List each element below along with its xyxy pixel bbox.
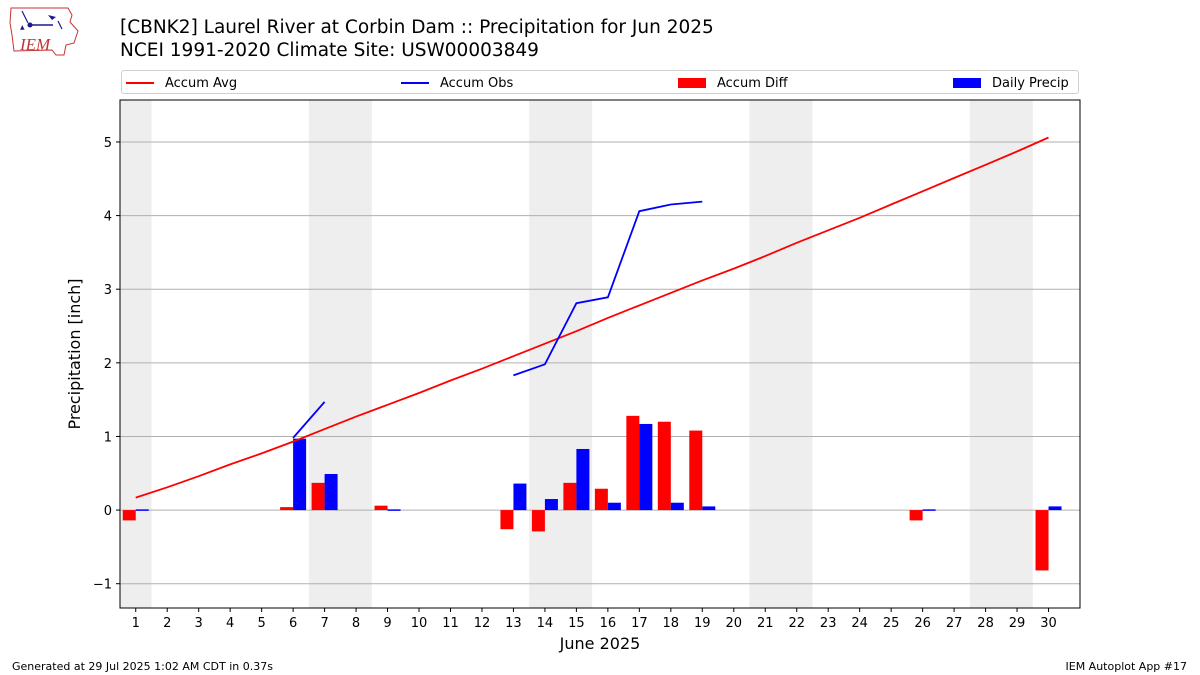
bar-accum-diff <box>311 482 325 511</box>
x-tick-label: 18 <box>663 616 680 631</box>
x-tick-label: 25 <box>883 616 900 631</box>
x-tick-label: 16 <box>600 616 617 631</box>
x-tick-label: 23 <box>820 616 837 631</box>
x-tick-label: 24 <box>851 616 868 631</box>
y-tick-label: 1 <box>104 430 112 445</box>
bar-daily-precip <box>1048 506 1062 511</box>
bar-accum-diff <box>689 430 703 511</box>
x-tick-label: 5 <box>257 616 265 631</box>
y-tick-label: −1 <box>93 578 112 593</box>
x-tick-label: 13 <box>505 616 522 631</box>
legend-label: Accum Obs <box>440 75 514 91</box>
bar-daily-precip <box>576 448 590 511</box>
y-tick-label: 4 <box>104 210 112 225</box>
x-tick-label: 28 <box>977 616 994 631</box>
legend-label: Accum Avg <box>165 75 238 91</box>
legend-item-accum-diff: Accum Diff <box>678 74 788 92</box>
svg-text:▲: ▲ <box>20 24 25 31</box>
chart-subtitle: NCEI 1991-2020 Climate Site: USW00003849 <box>120 40 539 61</box>
bar-daily-precip <box>324 474 338 511</box>
logo-text: IEM <box>19 35 51 54</box>
x-tick-label: 22 <box>788 616 805 631</box>
bar-daily-precip <box>639 423 653 511</box>
bar-daily-precip <box>607 502 621 511</box>
weekend-band <box>529 100 593 608</box>
x-tick-label: 10 <box>411 616 428 631</box>
legend-label: Accum Diff <box>717 75 788 91</box>
bar-accum-diff <box>374 505 388 511</box>
bar-accum-diff <box>626 415 640 511</box>
y-tick-label: 2 <box>104 357 112 372</box>
weekend-band <box>749 100 813 608</box>
x-tick-label: 9 <box>383 616 391 631</box>
x-tick-label: 7 <box>320 616 328 631</box>
x-tick-label: 27 <box>946 616 963 631</box>
legend-item-accum-avg: Accum Avg <box>126 74 237 92</box>
bar-accum-diff <box>280 507 294 511</box>
weekend-band <box>120 100 152 608</box>
bar-daily-precip <box>293 438 307 511</box>
x-tick-label: 11 <box>442 616 459 631</box>
bar-daily-precip <box>702 506 716 511</box>
line-accum-obs <box>292 401 326 439</box>
bar-daily-precip <box>135 509 149 511</box>
legend: Accum Avg Accum Obs Accum Diff Daily Pre… <box>121 70 1079 94</box>
x-tick-label: 3 <box>195 616 203 631</box>
legend-swatch <box>953 78 981 88</box>
legend-swatch <box>126 82 154 84</box>
x-tick-label: 17 <box>631 616 648 631</box>
x-tick-label: 15 <box>568 616 585 631</box>
legend-swatch <box>401 82 429 84</box>
x-tick-label: 8 <box>352 616 360 631</box>
x-tick-label: 2 <box>163 616 171 631</box>
x-axis-label: June 2025 <box>559 634 641 653</box>
x-tick-label: 14 <box>537 616 554 631</box>
bar-accum-diff <box>563 482 577 511</box>
chart-title: [CBNK2] Laurel River at Corbin Dam :: Pr… <box>120 17 714 38</box>
x-tick-label: 20 <box>725 616 742 631</box>
bar-accum-diff <box>122 510 136 521</box>
bar-accum-diff <box>500 510 514 530</box>
y-tick-label: 3 <box>104 283 112 298</box>
bar-accum-diff <box>909 510 923 521</box>
y-tick-label: 0 <box>104 504 112 519</box>
legend-item-accum-obs: Accum Obs <box>401 74 513 92</box>
bar-daily-precip <box>387 509 401 511</box>
legend-swatch <box>678 78 706 88</box>
bar-accum-diff <box>594 488 608 511</box>
y-tick-label: 5 <box>104 136 112 151</box>
bar-daily-precip <box>670 502 684 511</box>
x-tick-label: 4 <box>226 616 234 631</box>
bar-accum-diff <box>657 421 671 511</box>
x-tick-label: 29 <box>1009 616 1026 631</box>
bar-daily-precip <box>544 499 558 511</box>
weekend-band <box>969 100 1033 608</box>
weekend-band <box>308 100 372 608</box>
x-tick-label: 26 <box>914 616 931 631</box>
x-tick-label: 1 <box>132 616 140 631</box>
weather-station-icon: ▲ <box>20 10 63 31</box>
line-accum-obs <box>513 200 703 377</box>
bar-daily-precip <box>922 509 936 511</box>
bar-accum-diff <box>531 510 545 532</box>
footer-app: IEM Autoplot App #17 <box>1065 660 1188 673</box>
y-axis-label: Precipitation [inch] <box>65 278 84 429</box>
iem-logo: ▲ IEM <box>9 7 79 56</box>
legend-label: Daily Precip <box>992 75 1069 91</box>
x-tick-label: 12 <box>474 616 491 631</box>
footer-generated: Generated at 29 Jul 2025 1:02 AM CDT in … <box>12 660 273 673</box>
x-tick-label: 30 <box>1040 616 1057 631</box>
x-tick-label: 21 <box>757 616 774 631</box>
bar-accum-diff <box>1035 510 1049 571</box>
x-tick-label: 19 <box>694 616 711 631</box>
bar-daily-precip <box>513 483 527 511</box>
legend-item-daily-precip: Daily Precip <box>953 74 1069 92</box>
x-tick-label: 6 <box>289 616 297 631</box>
plot-frame <box>119 99 1081 609</box>
line-accum-avg <box>135 136 1049 499</box>
